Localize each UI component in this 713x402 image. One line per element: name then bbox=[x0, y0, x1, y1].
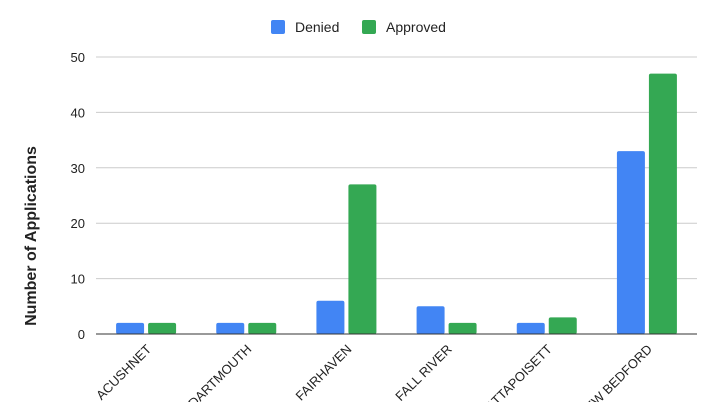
y-axis-label: Number of Applications bbox=[23, 146, 40, 326]
y-tick-label: 40 bbox=[71, 105, 85, 120]
bar-denied bbox=[516, 322, 545, 334]
bar-denied bbox=[616, 151, 645, 334]
y-tick-label: 10 bbox=[71, 272, 85, 287]
legend-label-approved: Approved bbox=[386, 19, 446, 35]
x-tick-label: FAIRHAVEN bbox=[293, 342, 355, 402]
bars bbox=[116, 73, 677, 335]
legend-label-denied: Denied bbox=[295, 19, 339, 35]
x-tick-label: NEW BEDFORD bbox=[575, 342, 655, 402]
y-tick-labels: 0 10 20 30 40 50 bbox=[71, 50, 85, 342]
bar-approved bbox=[248, 322, 277, 334]
bar-approved bbox=[348, 184, 377, 334]
x-tick-labels: ACUSHNET DARTMOUTH FAIRHAVEN FALL RIVER MATT… bbox=[93, 341, 655, 402]
x-tick-label: DARTMOUTH bbox=[185, 342, 254, 402]
y-tick-label: 0 bbox=[78, 327, 85, 342]
bar-approved bbox=[648, 73, 677, 335]
x-tick-label: MATTAPOISETT bbox=[475, 341, 555, 402]
y-tick-label: 30 bbox=[71, 161, 85, 176]
x-tick-label: ACUSHNET bbox=[93, 341, 154, 402]
x-tick-label: FALL RIVER bbox=[392, 342, 454, 402]
bar-approved bbox=[148, 322, 177, 334]
y-tick-label: 50 bbox=[71, 50, 85, 65]
legend-swatch-approved bbox=[362, 20, 376, 34]
legend-swatch-denied bbox=[271, 20, 285, 34]
legend: Denied Approved bbox=[271, 19, 446, 35]
y-tick-label: 20 bbox=[71, 216, 85, 231]
bar-denied bbox=[216, 322, 245, 334]
bar-denied bbox=[316, 300, 345, 334]
bar-denied bbox=[116, 322, 145, 334]
bar-approved bbox=[448, 322, 477, 334]
bar-denied bbox=[416, 306, 445, 334]
bar-approved bbox=[548, 317, 577, 334]
gridlines bbox=[96, 56, 697, 280]
